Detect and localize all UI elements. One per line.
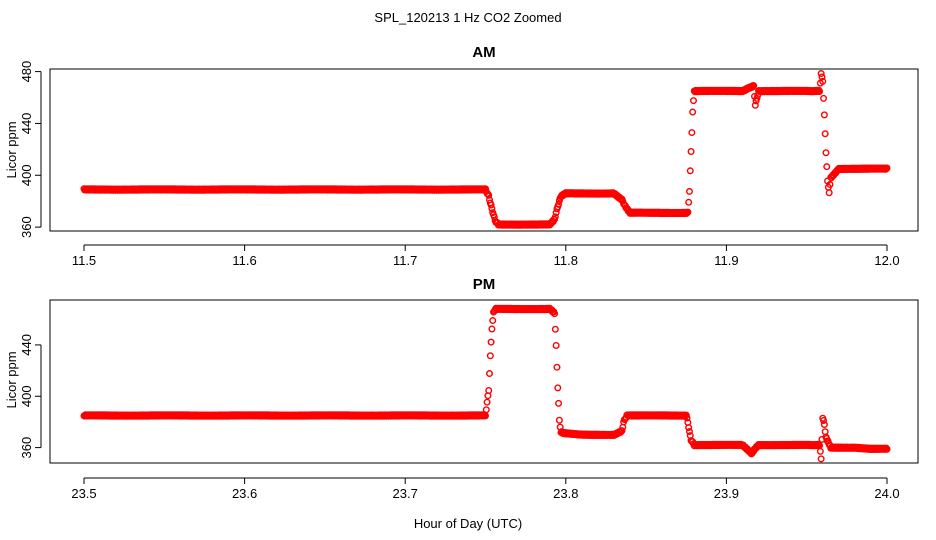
x-tick-label-am: 12.0 <box>874 253 899 268</box>
data-point <box>489 317 497 325</box>
y-axis-label-am: Licor ppm <box>4 121 19 178</box>
data-point <box>486 370 494 378</box>
x-tick-label-am: 11.9 <box>714 253 738 268</box>
data-point <box>554 384 562 392</box>
data-point <box>553 363 561 371</box>
x-tick-label-pm: 24.0 <box>874 486 899 501</box>
data-point <box>486 352 494 360</box>
x-tick-label-pm: 23.9 <box>714 486 739 501</box>
x-tick-label-am: 11.5 <box>72 253 96 268</box>
data-point <box>689 108 697 116</box>
data-point <box>685 198 693 206</box>
y-axis-label-pm: Licor ppm <box>4 351 19 408</box>
panel-title-am: AM <box>472 44 495 61</box>
data-point <box>753 94 761 102</box>
data-point <box>817 70 825 78</box>
data-point <box>820 421 828 429</box>
data-point <box>823 163 831 171</box>
data-point <box>816 88 824 96</box>
data-point <box>820 111 828 119</box>
data-point <box>487 338 495 346</box>
data-point <box>826 180 834 188</box>
data-point <box>686 167 694 175</box>
data-point <box>683 414 691 422</box>
data-point <box>685 187 693 195</box>
data-point <box>487 201 495 209</box>
data-point <box>488 205 496 213</box>
plot-frame-am <box>49 68 919 232</box>
data-series-am <box>80 70 891 229</box>
chart-panel-am: AM Licor ppm 11.5 11.6 11.7 11.8 11.9 12.0 360… <box>4 44 919 268</box>
chart-panel-pm: PM Licor ppm 23.5 23.6 23.7 23.8 23.9 24.0 360… <box>4 276 919 501</box>
data-point <box>883 164 891 172</box>
data-point <box>689 97 697 105</box>
data-point <box>687 147 695 155</box>
y-tick-label-am: 440 <box>19 113 34 135</box>
data-point <box>488 325 496 333</box>
data-point <box>682 411 690 419</box>
data-point <box>820 416 828 424</box>
y-tick-label-am: 480 <box>19 61 34 83</box>
data-point <box>685 424 693 432</box>
y-tick-label-pm: 360 <box>19 437 34 459</box>
data-series-pm <box>80 304 891 463</box>
data-point <box>821 130 829 138</box>
data-point <box>555 200 563 208</box>
data-point <box>825 189 833 197</box>
x-tick-label-pm: 23.6 <box>232 486 257 501</box>
data-point <box>618 427 626 435</box>
plot-frame-pm <box>49 299 919 464</box>
y-tick-label-pm: 440 <box>19 334 34 356</box>
y-tick-label-am: 360 <box>19 216 34 238</box>
data-point <box>685 428 693 436</box>
data-point <box>822 149 830 157</box>
x-tick-label-am: 11.6 <box>232 253 256 268</box>
data-point <box>816 447 824 455</box>
y-tick-label-am: 400 <box>19 164 34 186</box>
data-point <box>551 325 559 333</box>
data-point <box>818 73 826 81</box>
data-point <box>555 399 563 407</box>
data-point <box>551 310 559 318</box>
data-point <box>883 445 891 453</box>
figure-title: SPL_120213 1 Hz CO2 Zoomed <box>374 10 561 25</box>
data-point <box>819 77 827 85</box>
data-point <box>688 129 696 137</box>
data-point <box>684 208 692 216</box>
data-point <box>551 213 559 221</box>
x-tick-label-pm: 23.8 <box>553 486 578 501</box>
x-tick-label-am: 11.8 <box>554 253 578 268</box>
data-point <box>751 101 759 109</box>
x-tick-label-am: 11.7 <box>393 253 417 268</box>
y-tick-label-pm: 400 <box>19 385 34 407</box>
data-point <box>820 94 828 102</box>
data-point <box>555 416 563 424</box>
x-axis-label: Hour of Day (UTC) <box>414 516 522 531</box>
data-point <box>750 82 758 90</box>
x-tick-label-pm: 23.7 <box>393 486 418 501</box>
panel-title-pm: PM <box>473 276 496 293</box>
x-tick-label-pm: 23.5 <box>71 486 96 501</box>
data-point <box>552 342 560 350</box>
data-point <box>482 406 490 414</box>
data-point <box>485 386 493 394</box>
data-point <box>483 398 491 406</box>
data-point <box>485 191 493 199</box>
data-point <box>817 455 825 463</box>
